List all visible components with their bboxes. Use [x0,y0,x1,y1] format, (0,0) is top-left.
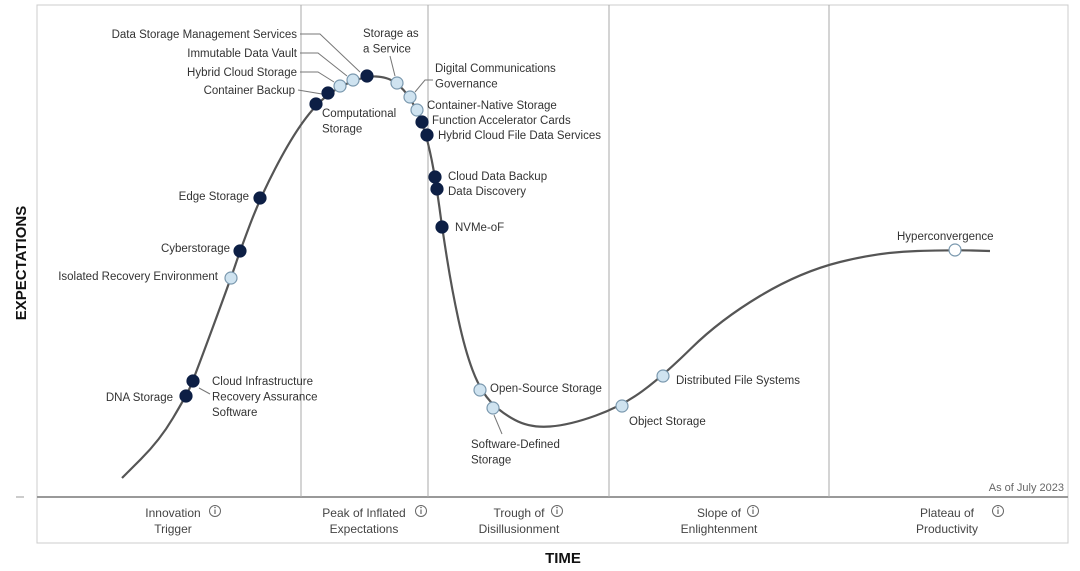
phase-2: Trough of Disillusionment [479,505,563,536]
technology-point[interactable] [410,103,424,117]
leader-line [300,71,335,83]
technology-label: DNA Storage [106,392,173,404]
technology-label: Isolated Recovery Environment [58,271,219,283]
technology-point[interactable] [948,243,962,257]
info-icon[interactable] [747,505,759,517]
phase-3: Slope of Enlightenment [681,505,759,536]
technology-point[interactable] [473,383,487,397]
technology-label: Hybrid Cloud File Data Services [438,130,601,142]
phase-4: Plateau of Productivity [916,505,1004,536]
technology-label: NVMe-oF [455,222,504,234]
technology-label: Data Storage Management Services [112,29,298,41]
info-icon[interactable] [551,505,563,517]
technology-label: Hyperconvergence [897,231,994,243]
technology-point[interactable] [346,73,360,87]
technology-label: Open-Source Storage [490,383,602,395]
phase-1: Peak of Inflated Expectations [322,505,427,536]
technology-label: Object Storage [629,416,706,428]
technology-label: Cloud Data Backup [448,171,547,183]
technology-point[interactable] [186,374,200,388]
leader-line [389,55,396,77]
technology-label: Container Backup [204,85,295,97]
phase-label: Trough of Disillusionment [479,506,560,536]
technology-software-defined-storage[interactable]: Software-Defined Storage [471,401,560,467]
technology-data-storage-management-services[interactable]: Data Storage Management Services [112,29,374,83]
leader-line [198,387,211,395]
technology-point[interactable] [321,86,335,100]
technology-data-discovery[interactable]: Data Discovery [430,182,526,198]
technology-point[interactable] [486,401,500,415]
technology-point[interactable] [615,399,629,413]
technology-hybrid-cloud-storage[interactable]: Hybrid Cloud Storage [187,67,347,93]
technology-immutable-data-vault[interactable]: Immutable Data Vault [187,48,360,87]
technology-point[interactable] [390,76,404,90]
info-icon[interactable] [992,505,1004,517]
technology-point[interactable] [253,191,267,205]
technology-point[interactable] [224,271,238,285]
technology-container-native-storage[interactable]: Container-Native Storage [410,100,557,117]
technology-hyperconvergence[interactable]: Hyperconvergence [897,231,994,257]
leader-line [414,79,433,93]
technology-point[interactable] [435,220,449,234]
phase-label: Peak of Inflated Expectations [322,506,405,536]
technology-label: Cyberstorage [161,243,230,255]
technology-point[interactable] [430,182,444,196]
leader-line [300,52,348,77]
technology-label: Digital Communications Governance [435,63,556,91]
technology-point[interactable] [360,69,374,83]
technology-label: Cloud Infrastructure Recovery Assurance So… [212,376,317,419]
technology-label: Hybrid Cloud Storage [187,67,297,79]
technology-label: Computational Storage [322,108,396,136]
technology-storage-as-a-service[interactable]: Storage as a Service [363,28,419,90]
technology-point[interactable] [656,369,670,383]
technology-digital-communications-governance[interactable]: Digital Communications Governance [403,63,556,104]
technology-edge-storage[interactable]: Edge Storage [179,191,267,205]
technology-function-accelerator-cards[interactable]: Function Accelerator Cards [415,115,571,129]
technology-isolated-recovery-environment[interactable]: Isolated Recovery Environment [58,271,238,285]
y-axis-label: EXPECTATIONS [13,206,30,320]
technology-label: Edge Storage [179,191,249,203]
technology-open-source-storage[interactable]: Open-Source Storage [473,383,602,397]
technology-point[interactable] [415,115,429,129]
phase-label: Slope of Enlightenment [681,506,758,536]
technology-point[interactable] [233,244,247,258]
technology-cloud-data-backup[interactable]: Cloud Data Backup [428,170,547,184]
technology-computational-storage[interactable]: Computational Storage [309,97,396,136]
technology-container-backup[interactable]: Container Backup [204,85,335,100]
technology-object-storage[interactable]: Object Storage [615,399,706,428]
technology-point[interactable] [428,170,442,184]
technology-label: Data Discovery [448,186,526,198]
phase-label: Innovation Trigger [145,506,200,536]
technology-label: Distributed File Systems [676,375,800,387]
chart-frame [36,4,1069,544]
technology-hybrid-cloud-file-data-services[interactable]: Hybrid Cloud File Data Services [420,128,601,142]
phase-label: Plateau of Productivity [916,506,978,536]
info-icon[interactable] [415,505,427,517]
technology-point[interactable] [333,79,347,93]
technology-label: Function Accelerator Cards [432,115,571,127]
phase-0: Innovation Trigger [145,505,221,536]
technology-point[interactable] [309,97,323,111]
technology-label: Immutable Data Vault [187,48,298,60]
technology-label: Storage as a Service [363,28,419,56]
technology-cyberstorage[interactable]: Cyberstorage [161,243,247,258]
technology-point[interactable] [420,128,434,142]
technology-distributed-file-systems[interactable]: Distributed File Systems [656,369,800,387]
technology-label: Software-Defined Storage [471,439,560,467]
technology-point[interactable] [403,90,417,104]
info-icon[interactable] [209,505,221,517]
technology-nvme-of[interactable]: NVMe-oF [435,220,504,234]
leader-line [297,89,323,95]
as-of-date: As of July 2023 [989,482,1064,494]
leader-line [493,414,503,435]
technology-dna-storage[interactable]: DNA Storage [106,389,193,404]
leader-line [300,33,361,73]
technology-label: Container-Native Storage [427,100,557,112]
x-axis-label: TIME [545,550,581,567]
technology-point[interactable] [179,389,193,403]
technology-cloud-infrastructure-recovery-assurance-software[interactable]: Cloud Infrastructure Recovery Assurance So… [186,374,317,419]
